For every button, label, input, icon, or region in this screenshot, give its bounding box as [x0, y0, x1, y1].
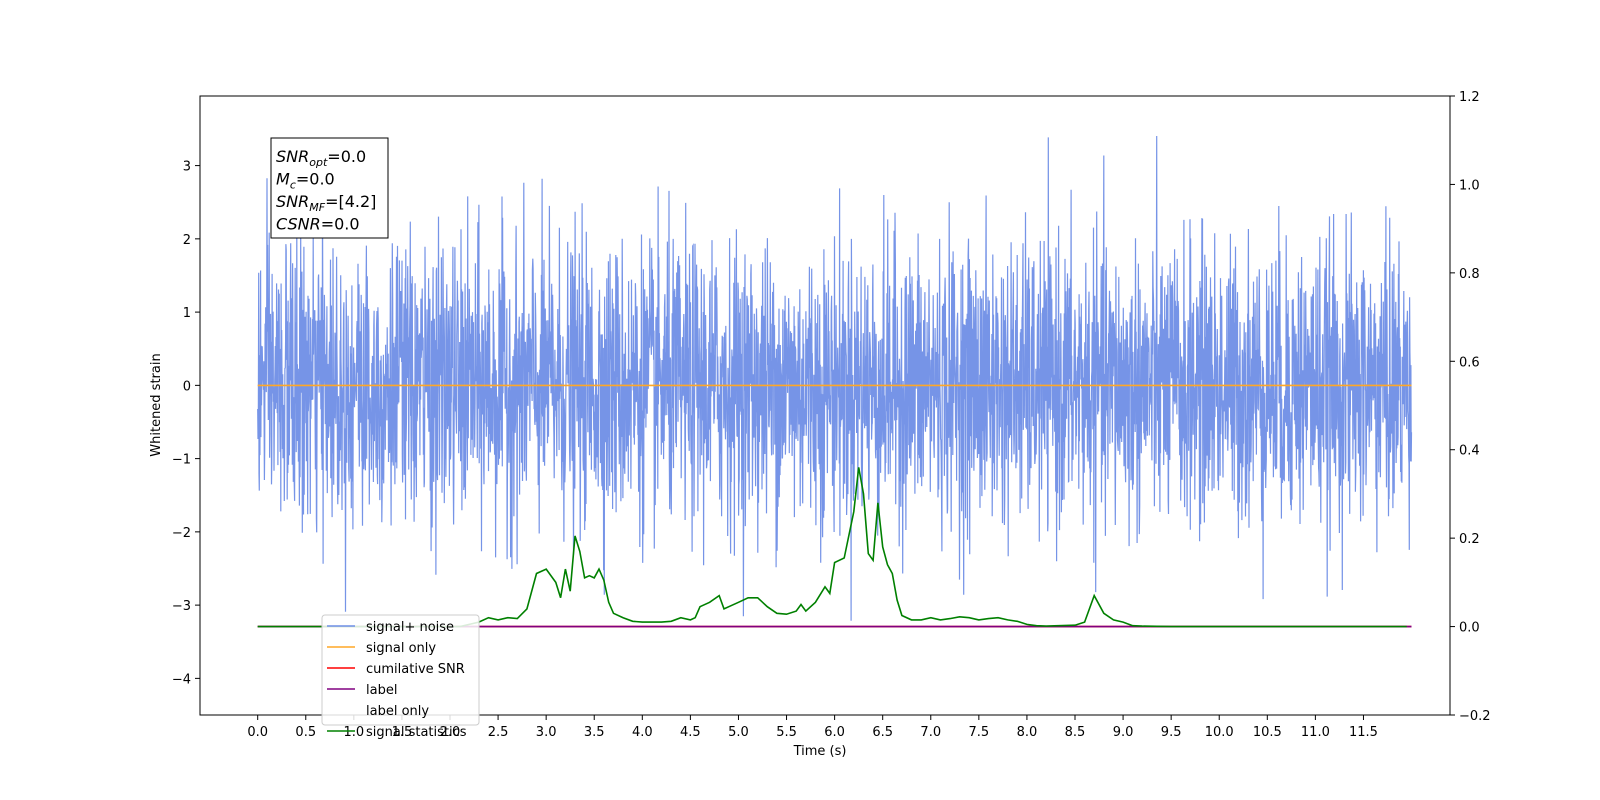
x-tick-label: 5.5: [776, 725, 797, 740]
x-tick-label: 6.0: [824, 725, 845, 740]
x-tick-label: 7.0: [920, 725, 941, 740]
series-signal-noise-line: [257, 135, 1413, 621]
x-tick-label: 7.5: [969, 725, 990, 740]
x-tick-label: 9.0: [1113, 725, 1134, 740]
y2-tick-label: 1.2: [1459, 90, 1480, 105]
y-tick-label: −1: [172, 453, 191, 468]
legend-entry-label: signal only: [366, 641, 436, 656]
plot-area-frame: [199, 95, 1451, 716]
legend-entry-label: cumilative SNR: [366, 662, 465, 677]
x-axis-label: Time (s): [793, 744, 847, 759]
annotation-frame: [270, 137, 389, 239]
annotation-line: SNRMF=[4.2]: [276, 192, 376, 214]
x-tick-label: 4.0: [632, 725, 653, 740]
x-tick-label: 11.5: [1349, 725, 1378, 740]
legend-entry-label: signal+ noise: [366, 620, 454, 635]
y-tick-label: −3: [172, 599, 191, 614]
x-tick-label: 8.5: [1065, 725, 1086, 740]
annotation-line: CSNR=0.0: [276, 215, 360, 234]
legend-entry-label: signal statistics: [366, 725, 467, 740]
y-tick-label: 0: [183, 379, 191, 394]
y-axis-left: 3 2 1 0 −1 −2 −3 −4: [172, 160, 200, 687]
y-axis-label: Whitened strain: [149, 353, 164, 456]
x-tick-label: 11.0: [1301, 725, 1330, 740]
annotation-line: SNRopt=0.0: [276, 147, 366, 169]
x-tick-label: 5.0: [728, 725, 749, 740]
x-tick-label: 4.5: [680, 725, 701, 740]
y2-tick-label: 1.0: [1459, 178, 1480, 193]
legend-entry-label: label: [366, 683, 397, 698]
x-tick-label: 0.0: [247, 725, 268, 740]
y-tick-label: 2: [183, 233, 191, 248]
annotation-line: Mc=0.0: [276, 170, 335, 192]
x-tick-label: 2.5: [488, 725, 509, 740]
x-axis: 0.0 0.5 1.0 1.5 2.0 2.5 3.0 3.5 4.0 4.5 5.0 5.5 6.0 6…: [247, 715, 1378, 740]
y-tick-label: 1: [183, 306, 191, 321]
x-tick-label: 3.0: [536, 725, 557, 740]
y2-tick-label: 0.2: [1459, 532, 1480, 547]
y2-tick-label: 0.0: [1459, 621, 1480, 636]
x-tick-label: 1.0: [344, 725, 365, 740]
x-tick-label: 0.5: [295, 725, 316, 740]
y-tick-label: −2: [172, 526, 191, 541]
x-tick-label: 10.0: [1205, 725, 1234, 740]
x-tick-label: 8.0: [1017, 725, 1038, 740]
y2-tick-label: 0.6: [1459, 355, 1480, 370]
y-tick-label: −4: [172, 672, 191, 687]
x-tick-label: 3.5: [584, 725, 605, 740]
y-tick-label: 3: [183, 160, 191, 175]
legend-entry-label: label only: [366, 704, 429, 719]
y-axis-right: 1.2 1.0 0.8 0.6 0.4 0.2 0.0 −0.2: [1450, 90, 1491, 724]
y2-tick-label: 0.4: [1459, 444, 1480, 459]
x-tick-label: 1.5: [392, 725, 413, 740]
x-tick-label: 2.0: [440, 725, 461, 740]
y2-tick-label: 0.8: [1459, 267, 1480, 282]
legend-frame: [321, 614, 480, 726]
x-tick-label: 9.5: [1161, 725, 1182, 740]
x-tick-label: 6.5: [872, 725, 893, 740]
x-tick-label: 10.5: [1253, 725, 1282, 740]
y2-tick-label: −0.2: [1459, 709, 1491, 724]
legend: signal+ noise signal only cumilative SNR la…: [321, 614, 480, 740]
